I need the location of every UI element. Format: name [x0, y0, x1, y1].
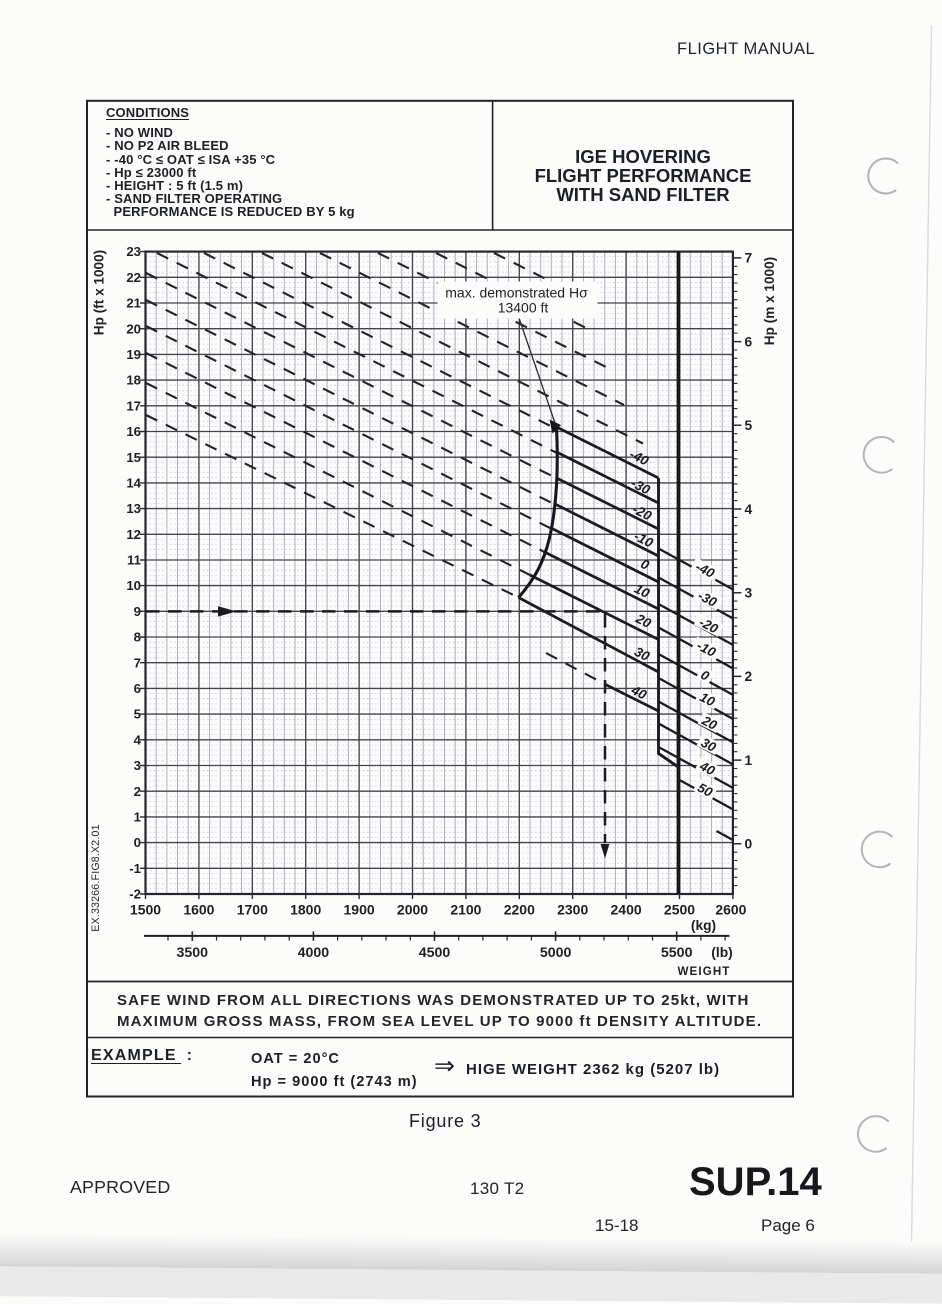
svg-text:0: 0 — [134, 835, 141, 850]
svg-text:2400: 2400 — [611, 902, 642, 918]
svg-text:20: 20 — [633, 610, 654, 631]
svg-text:EX.33266.FIG8.X2.01: EX.33266.FIG8.X2.01 — [90, 824, 102, 931]
svg-text:-10: -10 — [631, 528, 656, 550]
svg-text:-2: -2 — [129, 887, 141, 902]
svg-text:5: 5 — [745, 418, 753, 433]
svg-text:40: 40 — [697, 758, 718, 779]
svg-text:30: 30 — [632, 644, 653, 664]
svg-text:5500: 5500 — [661, 945, 693, 961]
svg-text:40: 40 — [628, 682, 649, 703]
svg-text:2500: 2500 — [664, 902, 695, 918]
svg-text:21: 21 — [126, 296, 141, 311]
svg-text:22: 22 — [126, 270, 141, 285]
svg-text:1: 1 — [745, 753, 753, 768]
svg-text:2000: 2000 — [397, 902, 428, 918]
svg-text:30: 30 — [699, 735, 719, 755]
svg-text:3500: 3500 — [177, 945, 209, 961]
svg-text:8: 8 — [134, 630, 141, 645]
svg-text:1900: 1900 — [344, 902, 375, 918]
svg-text:1700: 1700 — [237, 902, 268, 918]
svg-text:Hp (ft x 1000): Hp (ft x 1000) — [92, 250, 107, 335]
svg-text:(lb): (lb) — [711, 945, 732, 960]
svg-text:23: 23 — [126, 244, 141, 259]
svg-text:-20: -20 — [630, 501, 655, 523]
svg-text:6: 6 — [134, 681, 141, 696]
svg-text:18: 18 — [126, 373, 141, 388]
svg-text:10: 10 — [126, 578, 141, 593]
svg-text:17: 17 — [126, 398, 141, 413]
svg-text:1: 1 — [134, 810, 141, 825]
svg-text:2: 2 — [134, 784, 141, 799]
svg-text:4: 4 — [745, 502, 753, 517]
svg-text:0: 0 — [745, 837, 753, 852]
svg-text:2100: 2100 — [450, 902, 481, 918]
svg-text:6: 6 — [745, 334, 753, 349]
svg-text:1600: 1600 — [183, 902, 214, 918]
svg-text:20: 20 — [126, 321, 141, 336]
svg-text:2600: 2600 — [715, 902, 746, 918]
svg-text:1500: 1500 — [130, 902, 161, 918]
svg-text:3: 3 — [745, 586, 753, 601]
svg-text:9: 9 — [134, 604, 141, 619]
svg-text:13: 13 — [126, 501, 141, 516]
svg-text:5000: 5000 — [540, 945, 572, 961]
svg-text:15: 15 — [126, 450, 141, 465]
svg-text:50: 50 — [695, 780, 715, 800]
svg-text:12: 12 — [126, 527, 141, 542]
svg-text:-1: -1 — [129, 861, 141, 876]
svg-text:2200: 2200 — [504, 902, 535, 918]
svg-text:4500: 4500 — [419, 945, 451, 961]
svg-text:14: 14 — [126, 476, 141, 491]
svg-text:(kg): (kg) — [691, 918, 716, 933]
svg-text:4000: 4000 — [298, 945, 330, 961]
svg-text:19: 19 — [126, 347, 141, 362]
svg-text:10: 10 — [632, 581, 653, 601]
svg-text:2300: 2300 — [557, 902, 588, 918]
svg-text:3: 3 — [134, 758, 141, 773]
svg-text:13400 ft: 13400 ft — [498, 300, 549, 316]
svg-text:10: 10 — [697, 689, 717, 709]
svg-text:7: 7 — [745, 251, 753, 266]
svg-text:-30: -30 — [628, 475, 653, 497]
svg-text:11: 11 — [127, 553, 141, 568]
svg-text:4: 4 — [134, 732, 142, 747]
svg-text:20: 20 — [699, 712, 720, 733]
svg-text:2: 2 — [745, 669, 753, 684]
svg-text:WEIGHT: WEIGHT — [678, 965, 731, 978]
svg-text:5: 5 — [134, 707, 141, 722]
svg-text:16: 16 — [126, 424, 141, 439]
svg-text:7: 7 — [134, 655, 141, 670]
svg-text:max. demonstrated Hσ: max. demonstrated Hσ — [445, 285, 588, 301]
svg-text:1800: 1800 — [290, 902, 321, 918]
svg-text:Hp (m x 1000): Hp (m x 1000) — [762, 257, 777, 345]
